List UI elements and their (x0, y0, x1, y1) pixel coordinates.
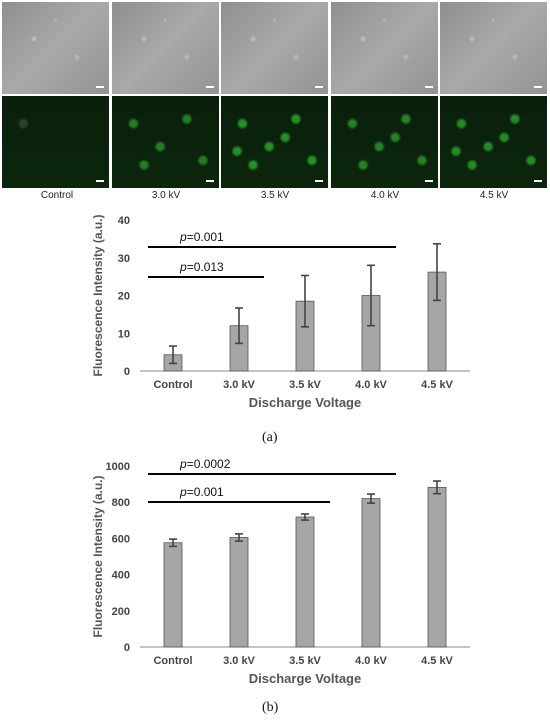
panel-a-label: (a) (262, 430, 278, 445)
x-tick-label: Control (153, 655, 192, 667)
y-tick-label: 30 (118, 253, 130, 265)
condition-label: 3.0 kV (151, 190, 181, 201)
y-tick-label: 800 (112, 497, 130, 509)
y-tick-label: 0 (124, 642, 130, 654)
x-axis-title: Discharge Voltage (249, 671, 361, 686)
x-tick-label: 4.5 kV (421, 655, 453, 667)
condition-label: 4.5 kV (479, 190, 509, 201)
fluorescence-image-1 (2, 96, 109, 188)
y-tick-label: 0 (124, 366, 130, 378)
x-tick-label: 3.0 kV (223, 379, 255, 391)
brightfield-image-3 (221, 2, 328, 94)
y-axis-title: Fluorescence Intensity (a.u.) (91, 475, 105, 637)
fluorescence-image-2 (112, 96, 219, 188)
scale-bar (206, 180, 214, 182)
brightfield-image-4 (331, 2, 438, 94)
y-tick-label: 1000 (106, 461, 130, 473)
scale-bar (96, 180, 104, 182)
scale-bar (315, 86, 323, 88)
y-tick-label: 40 (118, 215, 130, 227)
y-tick-label: 20 (118, 291, 130, 303)
x-axis-title: Discharge Voltage (249, 395, 361, 410)
brightfield-image-1 (2, 2, 109, 94)
fluorescence-image-4 (331, 96, 438, 188)
condition-label: 4.0 kV (370, 190, 400, 201)
scale-bar (534, 180, 542, 182)
condition-label: 3.5 kV (260, 190, 290, 201)
condition-label: Control (40, 190, 74, 201)
x-tick-label: Control (153, 379, 192, 391)
significance-label: p=0.0002 (179, 457, 231, 471)
fluorescence-image-3 (221, 96, 328, 188)
significance-label: p=0.001 (179, 485, 224, 499)
scale-bar (425, 180, 433, 182)
y-axis-title: Fluorescence Intensity (a.u.) (91, 214, 105, 376)
y-tick-label: 10 (118, 328, 130, 340)
x-tick-label: 4.5 kV (421, 379, 453, 391)
bar (163, 542, 183, 648)
brightfield-image-5 (440, 2, 547, 94)
x-tick-label: 3.5 kV (289, 655, 321, 667)
chart-a: 0 10 20 30 40 Control 3.0 kV 3.5 kV 4.0 kV 4.5 kV… (91, 214, 470, 410)
x-tick-label: 3.5 kV (289, 379, 321, 391)
scale-bar (534, 86, 542, 88)
bar (295, 516, 315, 648)
y-tick-label: 400 (112, 570, 130, 582)
chart-b: 0 200 400 600 800 1000 Control 3.0 kV 3.5 kV 4.0 … (91, 457, 470, 686)
y-tick-label: 600 (112, 533, 130, 545)
significance-label: p=0.001 (179, 230, 224, 244)
x-tick-label: 4.0 kV (355, 655, 387, 667)
micrograph-grid: Control 3.0 kV 3.5 kV 4.0 kV 4.5 kV (0, 0, 550, 205)
panel-b-label: (b) (262, 700, 279, 715)
fluorescence-image-5 (440, 96, 547, 188)
bar (361, 498, 381, 648)
x-tick-label: 3.0 kV (223, 655, 255, 667)
scale-bar (96, 86, 104, 88)
significance-label: p=0.013 (179, 260, 224, 274)
y-tick-label: 200 (112, 606, 130, 618)
scale-bar (425, 86, 433, 88)
bar (427, 486, 447, 648)
brightfield-image-2 (112, 2, 219, 94)
scale-bar (315, 180, 323, 182)
x-tick-label: 4.0 kV (355, 379, 387, 391)
scale-bar (206, 86, 214, 88)
bar (229, 537, 249, 648)
